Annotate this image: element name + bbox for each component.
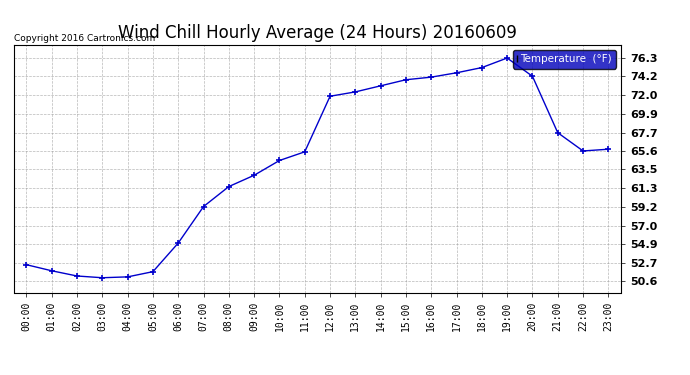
Title: Wind Chill Hourly Average (24 Hours) 20160609: Wind Chill Hourly Average (24 Hours) 201…	[118, 24, 517, 42]
Text: Copyright 2016 Cartronics.com: Copyright 2016 Cartronics.com	[14, 33, 155, 42]
Legend: Temperature  (°F): Temperature (°F)	[513, 50, 615, 69]
